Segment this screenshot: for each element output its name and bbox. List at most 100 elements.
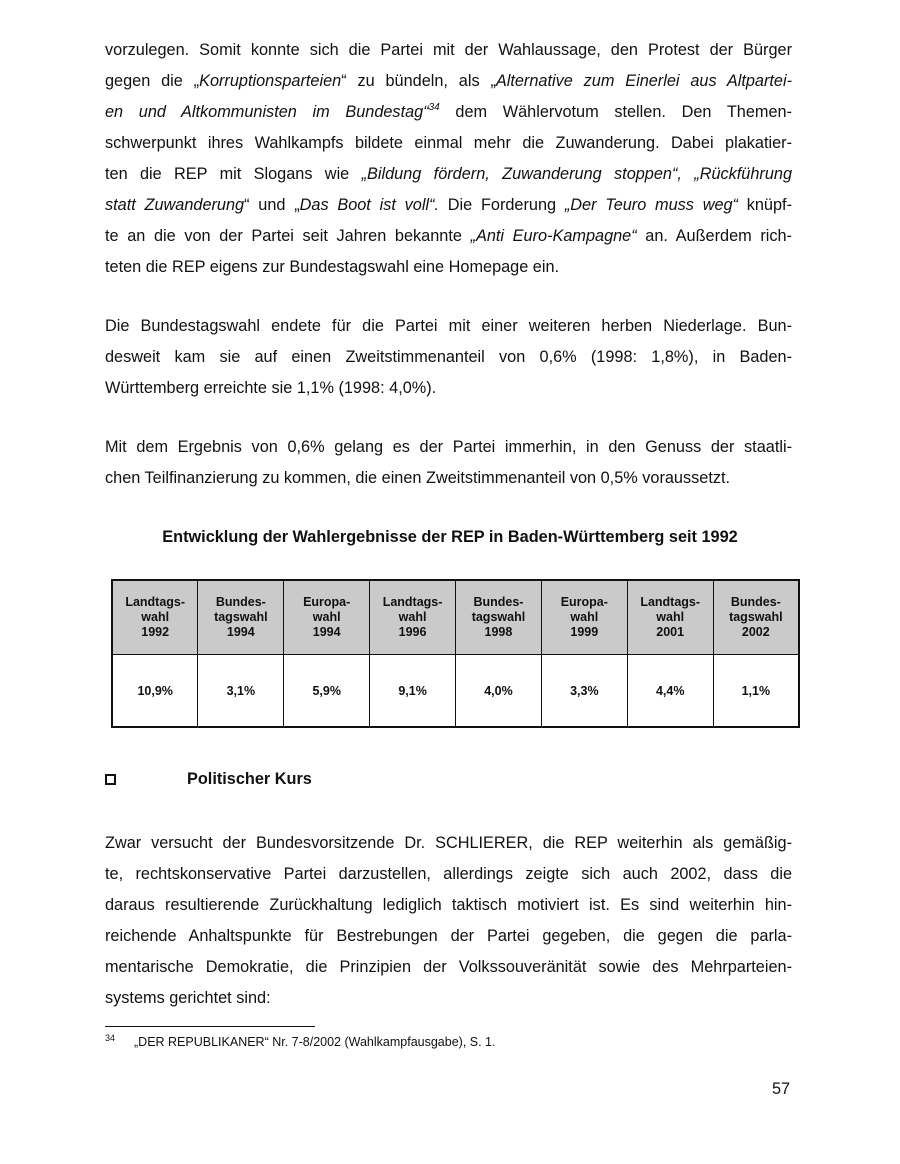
text-run: “ zu bündeln, als „ — [341, 72, 496, 90]
table-header-cell: Landtags-wahl 1996 — [369, 579, 456, 655]
text-line: schwerpunkt ihres Wahlkampfs bildete ein… — [105, 128, 792, 159]
header-line: wahl — [398, 610, 427, 624]
text-line: Zwar versucht der Bundesvorsitzende Dr. … — [105, 828, 792, 859]
paragraph-election-result: Die Bundestagswahl endete für die Partei… — [105, 311, 792, 404]
header-line: 1999 — [570, 625, 599, 639]
table-cell-value: 1,1% — [712, 654, 800, 728]
header-line: Europa- — [303, 595, 351, 609]
quoted-text: „Bildung fördern, Zuwanderung stoppen“, … — [361, 165, 793, 183]
text-line: Die Bundestagswahl endete für die Partei… — [105, 311, 792, 342]
table-cell-value: 4,4% — [626, 654, 714, 728]
header-line: 2001 — [656, 625, 685, 639]
header-line: Europa- — [560, 595, 608, 609]
text-run: Die Bundestagswahl endete für die Partei… — [105, 317, 792, 335]
table-header-cell: Bundes-tagswahl 1994 — [197, 579, 285, 655]
table-header-cell: Landtags-wahl 1992 — [111, 579, 199, 655]
section-heading: Politischer Kurs — [105, 770, 312, 789]
header-line: Bundes- — [473, 595, 524, 609]
election-results-table: Landtags-wahl 1992 Bundes-tagswahl 1994 Euro… — [111, 579, 800, 728]
text-line: vorzulegen. Somit konnte sich die Partei… — [105, 35, 792, 66]
table-cell-value: 5,9% — [283, 654, 371, 728]
text-line: daraus resultierende Zurückhaltung ledig… — [105, 890, 792, 921]
text-line: te, rechtskonservative Partei darzustell… — [105, 859, 792, 890]
text-line: en und Altkommunisten im Bundestag“34 de… — [105, 97, 792, 128]
quoted-text: Das Boot ist voll“. — [299, 196, 439, 214]
paragraph-political-course: Zwar versucht der Bundesvorsitzende Dr. … — [105, 828, 792, 1014]
quoted-text: statt Zuwanderung — [105, 196, 245, 214]
text-run: Zwar versucht der Bundesvorsitzende Dr. … — [105, 834, 792, 852]
text-run: systems gerichtet sind: — [105, 989, 271, 1007]
text-run: chen Teilfinanzierung zu kommen, die ein… — [105, 469, 731, 487]
text-run: reichende Anhaltspunkte für Bestrebungen… — [105, 927, 792, 945]
text-run: vorzulegen. Somit konnte sich die Partei… — [105, 41, 792, 59]
text-run: Die Forderung — [439, 196, 565, 214]
header-line: 2002 — [741, 625, 770, 639]
text-run: Mit dem Ergebnis von 0,6% gelang es der … — [105, 438, 792, 456]
quoted-text: „Der Teuro muss weg“ — [564, 196, 738, 214]
footnote-reference: 34 — [428, 102, 440, 113]
header-line: wahl — [656, 610, 685, 624]
text-line: te an die von der Partei seit Jahren bek… — [105, 221, 792, 252]
footnote-text: „DER REPUBLIKANER“ Nr. 7-8/2002 (Wahlkam… — [134, 1035, 496, 1049]
text-run: “ und „ — [244, 196, 300, 214]
footnote-number: 34 — [105, 1033, 116, 1043]
table-header-cell: Bundes-tagswahl 2002 — [712, 579, 800, 655]
header-line: 1992 — [141, 625, 170, 639]
table-cell-value: 3,3% — [540, 654, 628, 728]
footnote: 34 „DER REPUBLIKANER“ Nr. 7-8/2002 (Wahl… — [105, 1033, 495, 1050]
header-line: Landtags- — [382, 595, 443, 609]
text-line: gegen die „Korruptionsparteien“ zu bünde… — [105, 66, 792, 97]
text-run: mentarische Demokratie, die Prinzipien d… — [105, 958, 792, 976]
text-run: daraus resultierende Zurückhaltung ledig… — [105, 896, 792, 914]
text-run: an. Außerdem rich- — [636, 227, 792, 245]
page-number: 57 — [772, 1080, 791, 1098]
quoted-text: Alternative zum Einerlei aus Altpartei- — [495, 72, 792, 90]
header-line: 1998 — [484, 625, 513, 639]
table-cell-value: 9,1% — [369, 654, 456, 728]
header-line: wahl — [141, 610, 170, 624]
text-line: teten die REP eigens zur Bundestagswahl … — [105, 252, 792, 283]
header-line: Bundes- — [730, 595, 781, 609]
header-line: wahl — [570, 610, 599, 624]
checkbox-bullet-icon — [105, 774, 116, 785]
header-line: Bundes- — [215, 595, 266, 609]
text-run: schwerpunkt ihres Wahlkampfs bildete ein… — [105, 134, 792, 152]
text-line: statt Zuwanderung“ und „Das Boot ist vol… — [105, 190, 792, 221]
text-run: te an die von der Partei seit Jahren bek… — [105, 227, 471, 245]
table-header-cell: Europa-wahl 1999 — [540, 579, 628, 655]
table-cell-value: 4,0% — [455, 654, 542, 728]
text-run: dem Wählervotum stellen. Den Themen- — [439, 103, 792, 121]
quoted-text: Korruptionsparteien — [199, 72, 342, 90]
text-line: ten die REP mit Slogans wie „Bildung för… — [105, 159, 792, 190]
quoted-text: en und Altkommunisten im Bundestag“ — [105, 103, 429, 121]
table-row: 10,9% 3,1% 5,9% 9,1% 4,0% 3,3% 4,4% 1,1% — [111, 654, 800, 728]
text-run: teten die REP eigens zur Bundestagswahl … — [105, 258, 560, 276]
table-title: Entwicklung der Wahlergebnisse der REP i… — [162, 528, 738, 546]
quoted-text: „Anti Euro-Kampagne“ — [470, 227, 637, 245]
text-line: desweit kam sie auf einen Zweitstimmenan… — [105, 342, 792, 373]
section-title: Politischer Kurs — [187, 770, 312, 788]
header-line: 1994 — [226, 625, 255, 639]
text-line: reichende Anhaltspunkte für Bestrebungen… — [105, 921, 792, 952]
paragraph-campaign: vorzulegen. Somit konnte sich die Partei… — [105, 35, 792, 283]
text-line: Mit dem Ergebnis von 0,6% gelang es der … — [105, 432, 792, 463]
text-line: chen Teilfinanzierung zu kommen, die ein… — [105, 463, 792, 494]
header-line: tagswahl — [729, 610, 783, 624]
text-line: Württemberg erreichte sie 1,1% (1998: 4,… — [105, 373, 792, 404]
table-header-cell: Europa-wahl 1994 — [283, 579, 371, 655]
text-run: Württemberg erreichte sie 1,1% (1998: 4,… — [105, 379, 437, 397]
paragraph-party-financing: Mit dem Ergebnis von 0,6% gelang es der … — [105, 432, 792, 494]
text-run: knüpf- — [737, 196, 792, 214]
table-cell-value: 3,1% — [197, 654, 285, 728]
header-line: tagswahl — [214, 610, 268, 624]
header-line: tagswahl — [471, 610, 526, 624]
text-run: gegen die „ — [105, 72, 200, 90]
table-header-cell: Bundes-tagswahl 1998 — [455, 579, 542, 655]
table-cell-value: 10,9% — [111, 654, 199, 728]
header-line: 1994 — [312, 625, 341, 639]
header-line: Landtags- — [125, 595, 186, 609]
footnote-divider — [105, 1026, 315, 1027]
text-run: te, rechtskonservative Partei darzustell… — [105, 865, 792, 883]
text-run: ten die REP mit Slogans wie — [105, 165, 362, 183]
header-line: 1996 — [398, 625, 427, 639]
